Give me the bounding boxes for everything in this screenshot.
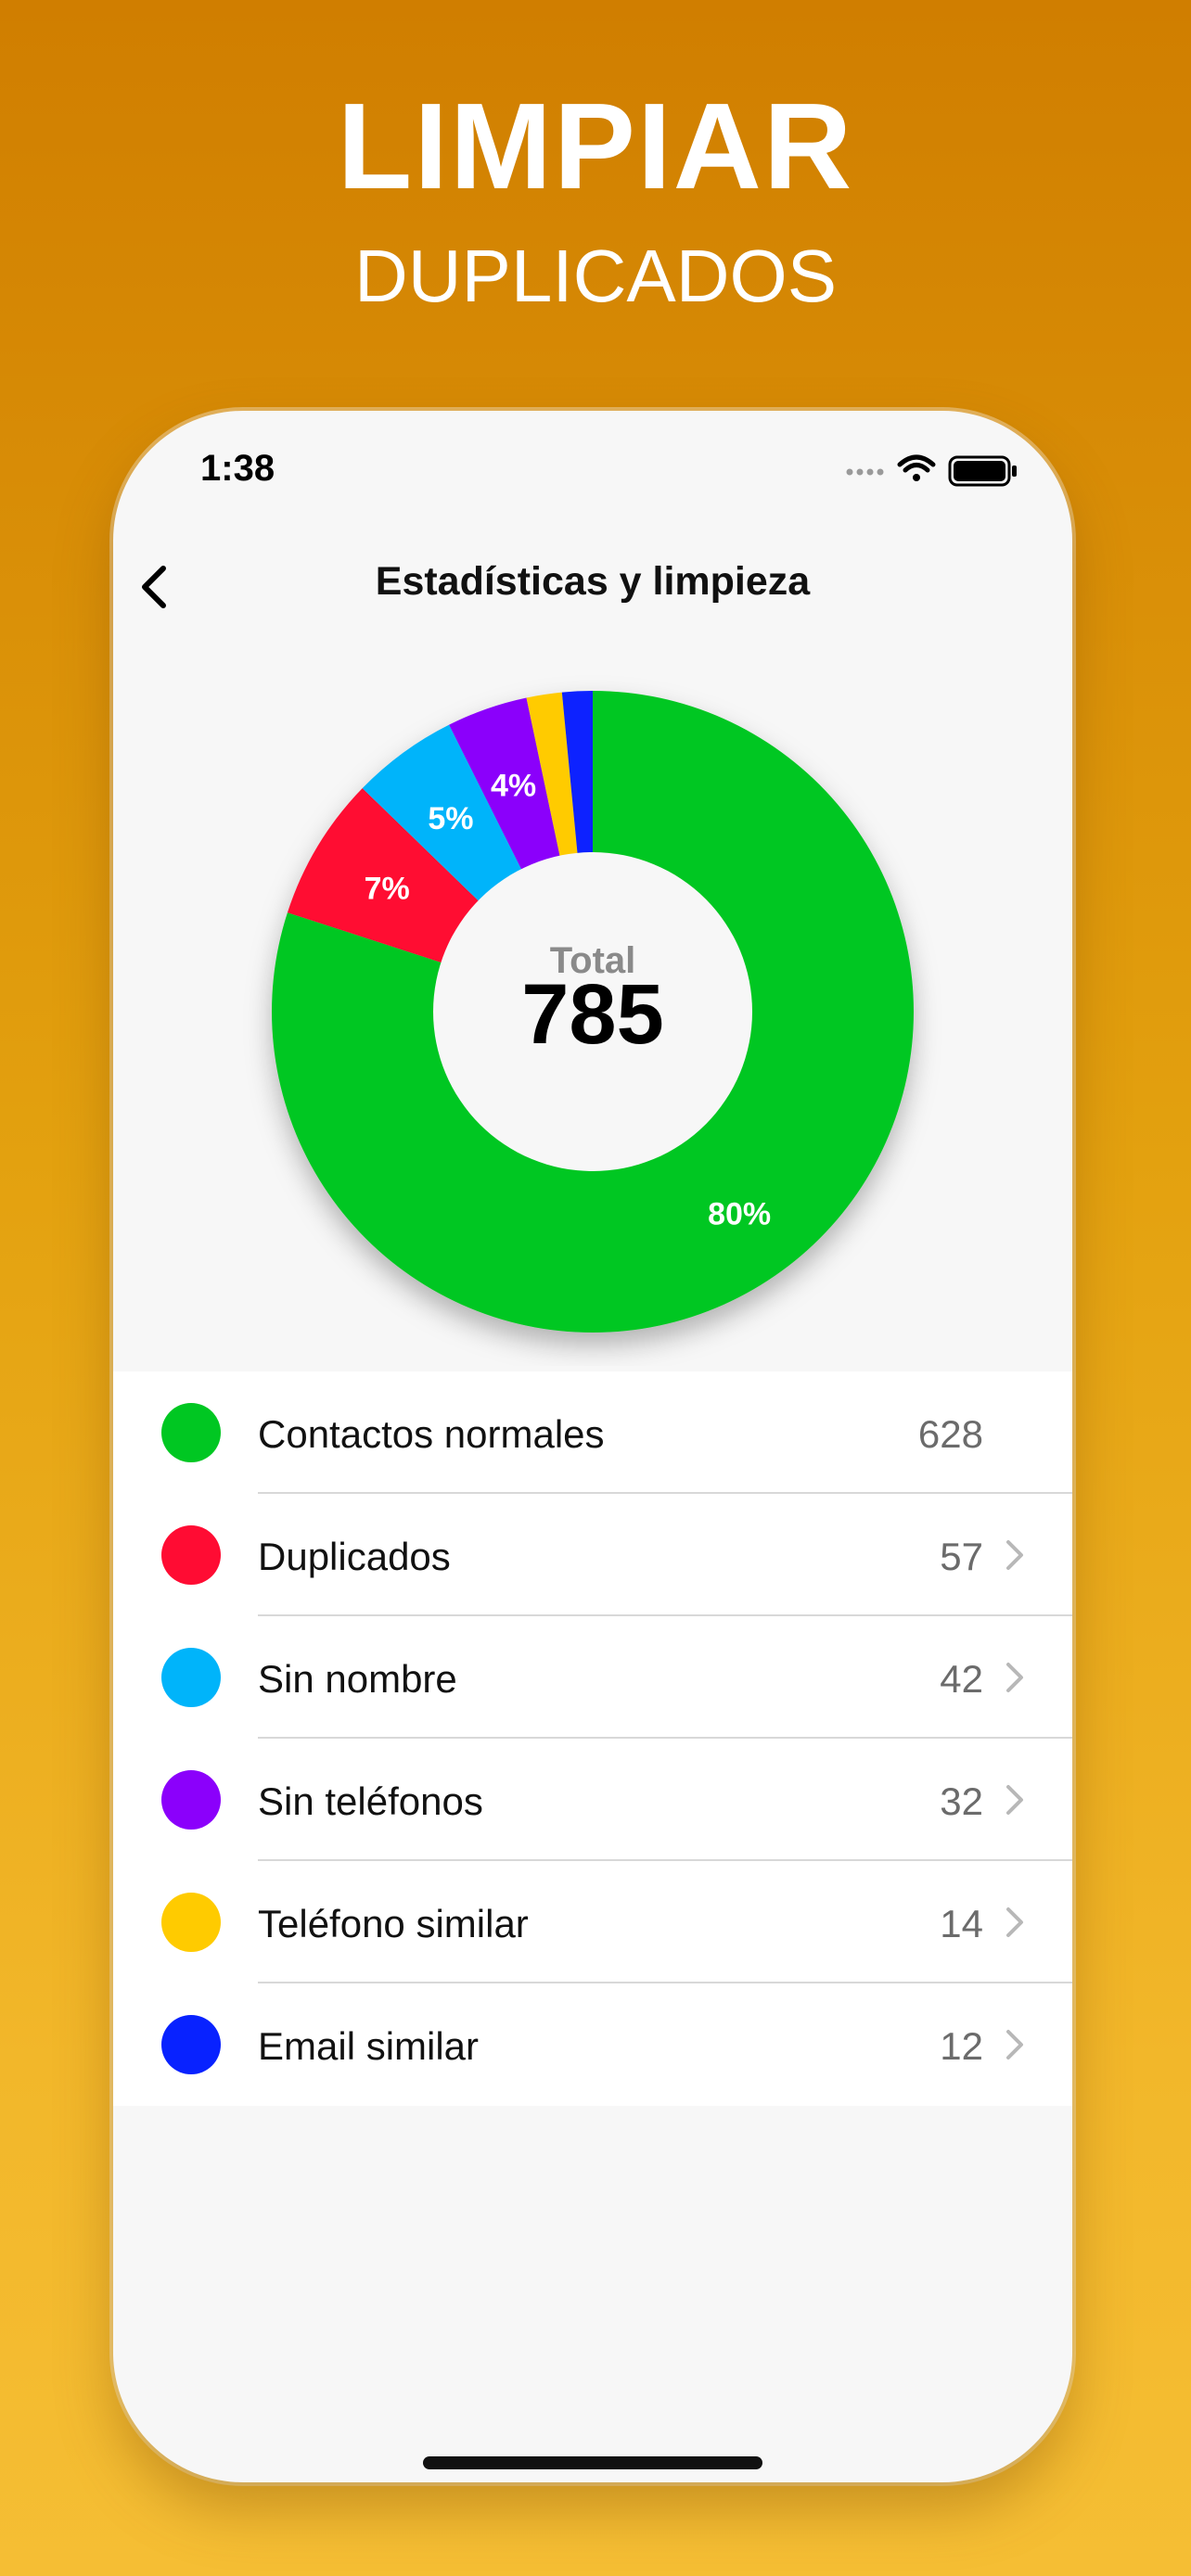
row-label: Email similar bbox=[258, 2024, 480, 2068]
row-separator bbox=[258, 1492, 1072, 1494]
row-label: Duplicados bbox=[258, 1535, 451, 1578]
row-count: 42 bbox=[940, 1657, 983, 1701]
wifi-icon bbox=[897, 454, 936, 481]
donut-center bbox=[433, 852, 752, 1171]
list-row[interactable]: Teléfono similar 14 bbox=[113, 1861, 1072, 1983]
list-row[interactable]: Email similar 12 bbox=[113, 1983, 1072, 2106]
promo-title: LIMPIAR bbox=[337, 78, 854, 214]
row-label: Sin teléfonos bbox=[258, 1779, 483, 1823]
slice-percent-label: 5% bbox=[428, 801, 473, 836]
home-indicator[interactable] bbox=[423, 2456, 762, 2469]
color-dot-icon bbox=[161, 1893, 221, 1952]
row-count: 32 bbox=[940, 1779, 983, 1823]
promo-subtitle: DUPLICADOS bbox=[353, 235, 838, 317]
row-count: 628 bbox=[917, 1412, 983, 1456]
chevron-right-icon bbox=[1006, 2030, 1023, 2060]
phone-frame: 1:38 Estadísticas y limpieza bbox=[113, 411, 1072, 2482]
row-label: Sin nombre bbox=[258, 1657, 457, 1701]
list-row[interactable]: Sin teléfonos 32 bbox=[113, 1739, 1072, 1861]
row-separator bbox=[258, 1859, 1072, 1861]
list-row[interactable]: Duplicados 57 bbox=[113, 1494, 1072, 1616]
row-count: 14 bbox=[940, 1902, 983, 1945]
status-bar: 1:38 bbox=[113, 411, 1072, 531]
chart-area: 80% 7% 5% 4% Total 785 bbox=[113, 643, 1072, 1366]
color-dot-icon bbox=[161, 1403, 221, 1462]
list-row: Contactos normales 628 bbox=[113, 1371, 1072, 1494]
center-label: Total bbox=[550, 940, 636, 981]
row-separator bbox=[258, 1614, 1072, 1616]
chevron-right-icon bbox=[1006, 1663, 1023, 1692]
row-label: Teléfono similar bbox=[258, 1902, 529, 1945]
slice-percent-label: 7% bbox=[365, 871, 410, 906]
color-dot-icon bbox=[161, 2015, 221, 2074]
color-dot-icon bbox=[161, 1525, 221, 1585]
status-icons bbox=[846, 454, 1017, 487]
slice-percent-label: 4% bbox=[491, 768, 536, 803]
chevron-right-icon bbox=[1006, 1785, 1023, 1815]
center-value: 785 bbox=[521, 967, 664, 1062]
status-time: 1:38 bbox=[200, 448, 275, 489]
color-dot-icon bbox=[161, 1770, 221, 1830]
chevron-right-icon bbox=[1006, 1907, 1023, 1937]
navigation-bar: Estadísticas y limpieza bbox=[113, 531, 1072, 643]
row-separator bbox=[258, 1982, 1072, 1983]
list-row[interactable]: Sin nombre 42 bbox=[113, 1616, 1072, 1739]
battery-icon bbox=[948, 455, 1017, 487]
chevron-right-icon bbox=[1006, 1540, 1023, 1570]
slice-percent-label: 80% bbox=[708, 1197, 771, 1232]
donut-chart: 80% 7% 5% 4% Total 785 bbox=[272, 691, 915, 1333]
row-count: 12 bbox=[940, 2024, 983, 2068]
stats-list: Contactos normales 628 Duplicados 57 Sin nom… bbox=[113, 1371, 1072, 2106]
back-chevron-icon[interactable] bbox=[128, 559, 184, 615]
color-dot-icon bbox=[161, 1648, 221, 1707]
row-count: 57 bbox=[940, 1535, 983, 1578]
row-separator bbox=[258, 1737, 1072, 1739]
cellular-dots-icon bbox=[846, 468, 884, 476]
screen-title: Estadísticas y limpieza bbox=[375, 559, 811, 604]
row-label: Contactos normales bbox=[258, 1412, 605, 1456]
